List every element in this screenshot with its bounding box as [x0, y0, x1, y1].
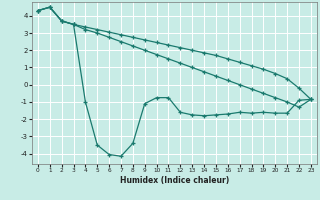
X-axis label: Humidex (Indice chaleur): Humidex (Indice chaleur)	[120, 176, 229, 185]
